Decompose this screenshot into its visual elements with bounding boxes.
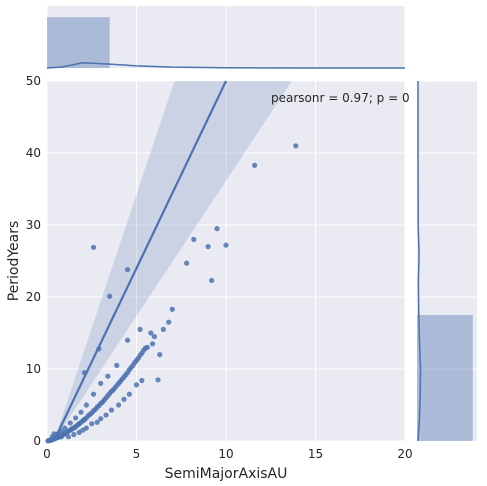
data-point [114, 362, 120, 368]
data-point [121, 396, 127, 402]
marginal-y-background [417, 81, 477, 441]
data-point [105, 373, 111, 379]
y-tick-label: 40 [26, 146, 41, 160]
data-point [103, 412, 109, 418]
marginal-y-kde-line [417, 81, 422, 442]
marginal-y-bar [417, 315, 473, 441]
data-point [209, 277, 215, 284]
data-point [65, 434, 72, 440]
x-tick-label: 10 [218, 447, 233, 461]
data-point [83, 425, 89, 431]
regression-line [52, 80, 227, 442]
marginal-x-bar [47, 17, 110, 68]
data-point [90, 391, 97, 397]
y-tick-label: 10 [26, 362, 41, 376]
data-point [126, 391, 132, 397]
scatter-points [45, 143, 299, 444]
data-point [151, 334, 157, 340]
data-point [98, 416, 104, 422]
data-point [166, 319, 172, 325]
data-point [89, 421, 95, 427]
data-point [148, 330, 154, 336]
data-point [94, 419, 100, 425]
marginal-x-grid [46, 6, 406, 68]
y-axis-label: PeriodYears [6, 221, 22, 302]
regression-confidence-band [53, 81, 292, 441]
data-point [214, 226, 220, 232]
data-point [139, 377, 145, 384]
marginal-y-grid [417, 80, 477, 442]
data-point [98, 380, 104, 386]
x-tick-label: 20 [397, 447, 412, 461]
data-point [124, 337, 131, 343]
data-point [108, 407, 115, 413]
data-point [205, 244, 211, 250]
y-tick-label: 20 [26, 290, 41, 304]
marginal-y-histogram [417, 315, 473, 441]
data-point [157, 352, 163, 358]
data-point [252, 162, 258, 168]
data-point [107, 293, 113, 299]
data-point [116, 402, 122, 408]
data-point [137, 326, 143, 332]
data-point [160, 326, 166, 332]
x-tick-label: 5 [133, 447, 141, 461]
y-tick-labels: 0 10 20 30 40 50 [26, 74, 41, 448]
marginal-x-kde-line [46, 62, 405, 69]
data-point [191, 236, 197, 242]
data-point [223, 242, 229, 248]
x-tick-labels: 0 5 10 15 20 [43, 447, 412, 461]
data-point [71, 431, 77, 438]
data-point [144, 344, 150, 350]
y-tick-label: 50 [26, 74, 41, 88]
data-point [78, 409, 84, 415]
data-point [169, 306, 175, 312]
x-tick-label: 15 [308, 447, 323, 461]
data-point [155, 377, 161, 383]
data-point [184, 260, 190, 266]
correlation-annotation: pearsonr = 0.97; p = 0 [271, 91, 410, 105]
marginal-x-histogram [47, 17, 110, 68]
data-point [62, 425, 68, 431]
x-axis-label: SemiMajorAxisAU [165, 466, 288, 482]
data-point [83, 402, 89, 408]
data-point [150, 341, 156, 347]
data-point [124, 267, 131, 273]
x-tick-label: 0 [43, 447, 51, 461]
y-tick-label: 0 [33, 434, 41, 448]
y-tick-label: 30 [26, 218, 41, 232]
data-point [90, 244, 97, 250]
data-point [51, 431, 57, 437]
data-point [293, 143, 299, 149]
data-point [73, 415, 79, 421]
data-point [67, 420, 73, 426]
data-point [133, 382, 140, 388]
data-point [58, 434, 64, 440]
